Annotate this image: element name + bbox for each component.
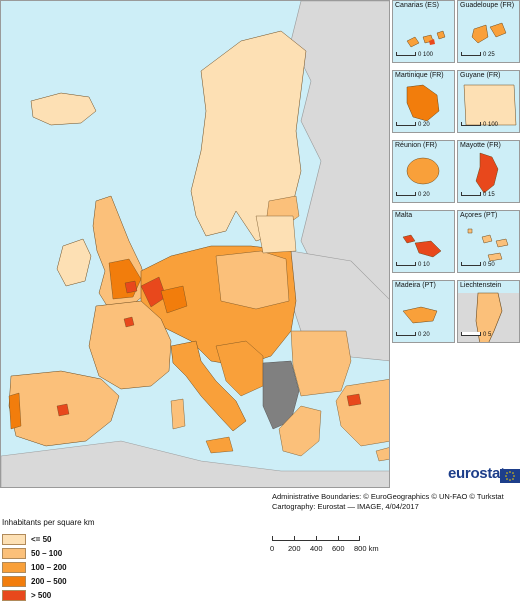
scale-tick bbox=[338, 536, 339, 541]
eurostat-logo: eurostat bbox=[448, 464, 520, 488]
region-romania-bulgaria bbox=[290, 330, 352, 397]
inset-title: Malta bbox=[395, 212, 413, 219]
inset-title: Réunion (FR) bbox=[395, 142, 438, 149]
inset-guyane: Guyane (FR) 0 100 bbox=[457, 70, 520, 133]
region-paris bbox=[123, 316, 135, 328]
legend-swatch bbox=[2, 589, 26, 601]
legend-label: > 500 bbox=[31, 590, 52, 600]
region-scandinavia bbox=[190, 30, 307, 242]
region-sicily bbox=[205, 436, 234, 454]
region-greece bbox=[278, 405, 322, 457]
scale-tick bbox=[316, 536, 317, 541]
inset-title: Mayotte (FR) bbox=[460, 142, 501, 149]
inset-mayotte: Mayotte (FR) 0 15 bbox=[457, 140, 520, 203]
scale-tick bbox=[294, 536, 295, 541]
scale-label: 400 bbox=[310, 544, 323, 553]
legend-swatch bbox=[2, 533, 26, 545]
map-credits: Administrative Boundaries: © EuroGeograp… bbox=[272, 492, 504, 512]
inset-reunion: Réunion (FR) 0 20 bbox=[392, 140, 455, 203]
inset-liechtenstein: Liechtenstein 0 5 bbox=[457, 280, 520, 343]
region-italy bbox=[170, 340, 247, 432]
non-eu-russia-area bbox=[290, 1, 389, 312]
region-turkey bbox=[335, 379, 389, 447]
inset-scale: 0 15 bbox=[461, 192, 495, 198]
inset-scale: 0 50 bbox=[461, 262, 495, 268]
inset-scale: 0 5 bbox=[461, 332, 491, 338]
legend-label: 200 – 500 bbox=[31, 576, 67, 586]
inset-madeira: Madeira (PT) 0 20 bbox=[392, 280, 455, 343]
legend-label: 50 – 100 bbox=[31, 548, 63, 558]
region-france bbox=[88, 300, 172, 390]
inset-title: Canarias (ES) bbox=[395, 2, 439, 9]
legend-item: 50 – 100 bbox=[2, 546, 95, 560]
region-ireland bbox=[56, 238, 92, 287]
region-iceland bbox=[30, 92, 97, 126]
region-london bbox=[124, 280, 138, 294]
inset-scale: 0 100 bbox=[461, 122, 498, 128]
region-madrid bbox=[56, 403, 70, 417]
legend-swatch bbox=[2, 575, 26, 587]
scale-bar: 0 200 400 600 800 km bbox=[270, 536, 384, 556]
inset-martinique: Martinique (FR) 0 20 bbox=[392, 70, 455, 133]
inset-malta: Malta 0 10 bbox=[392, 210, 455, 273]
inset-scale: 0 100 bbox=[396, 52, 433, 58]
legend-swatch bbox=[2, 561, 26, 573]
inset-acores: Açores (PT) 0 50 bbox=[457, 210, 520, 273]
credits-line-2: Cartography: Eurostat — IMAGE, 4/04/2017 bbox=[272, 502, 419, 511]
scale-label: 800 km bbox=[354, 544, 379, 553]
legend-title: Inhabitants per square km bbox=[2, 518, 95, 527]
legend-item: 100 – 200 bbox=[2, 560, 95, 574]
inset-scale: 0 20 bbox=[396, 332, 430, 338]
credits-line-1: Administrative Boundaries: © EuroGeograp… bbox=[272, 492, 504, 501]
legend: Inhabitants per square km <= 50 50 – 100… bbox=[2, 518, 95, 602]
legend-swatch bbox=[2, 547, 26, 559]
inset-scale: 0 20 bbox=[396, 192, 430, 198]
inset-title: Guyane (FR) bbox=[460, 72, 501, 79]
inset-canarias: Canarias (ES) 0 100 bbox=[392, 0, 455, 63]
inset-title: Martinique (FR) bbox=[395, 72, 444, 79]
non-eu-africa-area bbox=[1, 440, 389, 487]
region-cyprus bbox=[375, 447, 389, 462]
inset-title: Açores (PT) bbox=[460, 212, 498, 219]
scale-label: 200 bbox=[288, 544, 301, 553]
inset-title: Madeira (PT) bbox=[395, 282, 436, 289]
legend-label: <= 50 bbox=[31, 534, 52, 544]
inset-title: Guadeloupe (FR) bbox=[460, 2, 515, 9]
legend-item: 200 – 500 bbox=[2, 574, 95, 588]
region-ruhr bbox=[160, 285, 188, 314]
inset-guadeloupe: Guadeloupe (FR) 0 25 bbox=[457, 0, 520, 63]
legend-label: 100 – 200 bbox=[31, 562, 67, 572]
scale-label: 0 bbox=[270, 544, 275, 553]
eu-flag-icon bbox=[500, 469, 520, 483]
inset-scale: 0 20 bbox=[396, 122, 430, 128]
inset-title: Liechtenstein bbox=[460, 282, 502, 289]
logo-text: eurostat bbox=[448, 465, 505, 482]
legend-item: <= 50 bbox=[2, 532, 95, 546]
region-portugal-coast bbox=[8, 392, 22, 430]
inset-scale: 0 25 bbox=[461, 52, 495, 58]
inset-scale: 0 10 bbox=[396, 262, 430, 268]
region-sardinia bbox=[170, 398, 186, 430]
scale-label: 600 bbox=[332, 544, 345, 553]
region-istanbul bbox=[346, 393, 362, 407]
region-baltics bbox=[255, 215, 297, 254]
region-poland bbox=[215, 250, 290, 310]
europe-density-map bbox=[1, 1, 389, 487]
main-map bbox=[0, 0, 390, 488]
